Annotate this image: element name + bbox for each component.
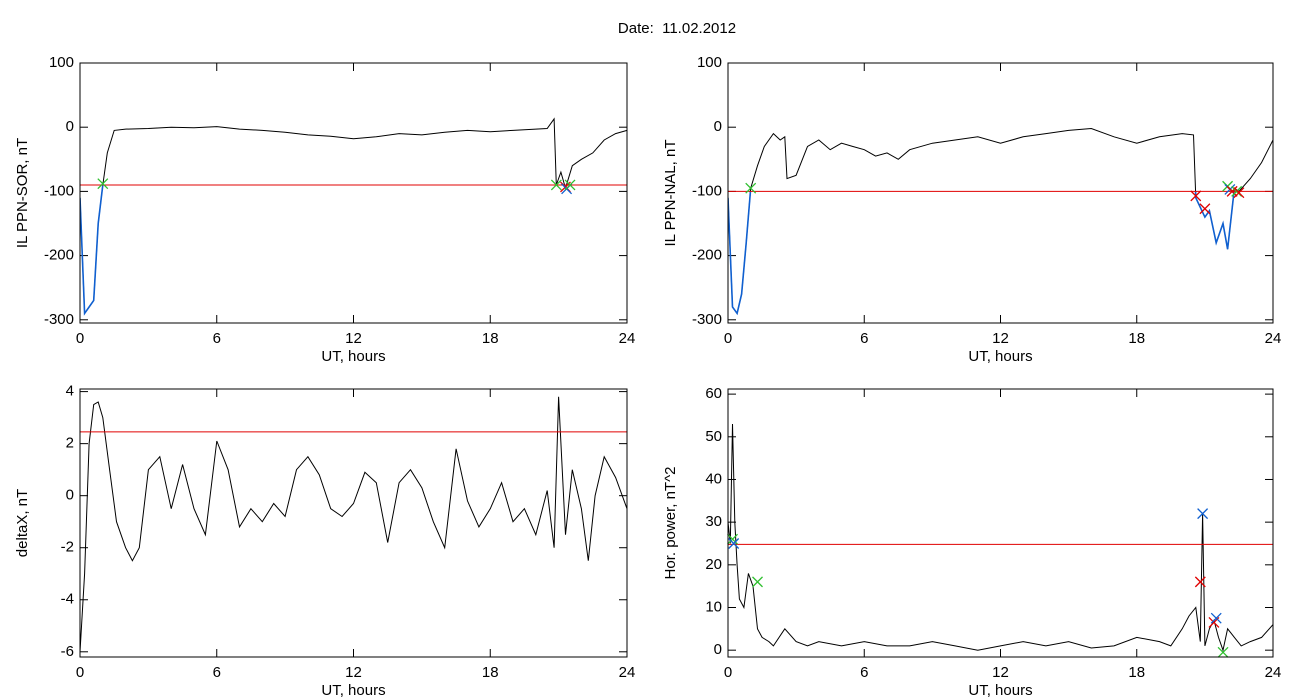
y-axis-label: deltaX, nT (14, 489, 31, 557)
x-tick-label: 12 (345, 664, 362, 681)
event-marker (752, 576, 763, 588)
x-axis-label: UT, hours (321, 682, 385, 699)
event-marker (1190, 190, 1202, 202)
x-tick-label: 6 (213, 664, 221, 681)
x-tick-label: 6 (860, 664, 868, 681)
plot-frame (79, 388, 628, 658)
event-marker (1194, 576, 1206, 588)
x-tick-label: 0 (76, 330, 84, 347)
x-tick-label: 18 (1128, 330, 1145, 347)
x-tick-label: 0 (724, 330, 732, 347)
y-tick-label: 4 (66, 383, 74, 400)
y-tick-label: -4 (61, 591, 74, 608)
event-marker (1231, 185, 1243, 197)
y-tick-label: 0 (66, 487, 74, 504)
y-tick-label: 2 (66, 435, 74, 452)
y-tick-label: -100 (44, 182, 74, 199)
plot-frame (79, 62, 628, 324)
data-line (79, 396, 628, 652)
event-marker (745, 182, 757, 194)
below-threshold-line (80, 184, 568, 316)
y-tick-label: -2 (61, 539, 74, 556)
event-marker (1233, 187, 1245, 199)
y-tick-label: 30 (705, 513, 722, 530)
plot-frame (727, 388, 1274, 658)
data-line (727, 127, 1274, 315)
x-tick-label: 0 (724, 664, 732, 681)
x-tick-label: 18 (482, 664, 499, 681)
x-tick-label: 12 (992, 664, 1009, 681)
event-marker (1199, 203, 1211, 215)
x-tick-label: 12 (992, 330, 1009, 347)
y-tick-label: 100 (697, 54, 722, 71)
y-tick-label: 40 (705, 470, 722, 487)
data-line (727, 423, 1274, 653)
y-tick-label: 10 (705, 598, 722, 615)
x-axis-label: UT, hours (968, 348, 1032, 365)
x-tick-label: 24 (619, 664, 636, 681)
y-tick-label: 100 (49, 54, 74, 71)
y-axis-label: IL PPN-NAL, nT (662, 140, 679, 247)
y-tick-label: 60 (705, 385, 722, 402)
x-tick-label: 24 (1265, 664, 1282, 681)
x-axis-label: UT, hours (321, 348, 385, 365)
below-threshold-line (728, 191, 1240, 316)
event-marker (727, 533, 739, 545)
x-tick-label: 0 (76, 664, 84, 681)
event-marker (1210, 612, 1222, 624)
figure-title: Date: 11.02.2012 (618, 20, 736, 37)
y-tick-label: 0 (714, 641, 722, 658)
x-tick-label: 24 (1265, 330, 1282, 347)
y-axis-label: IL PPN-SOR, nT (14, 138, 31, 248)
plot-frame (727, 62, 1274, 324)
event-marker (564, 179, 576, 191)
x-tick-label: 18 (1128, 664, 1145, 681)
y-tick-label: -100 (692, 182, 722, 199)
x-tick-label: 24 (619, 330, 636, 347)
data-line (79, 117, 628, 315)
y-axis-label: Hor. power, nT^2 (662, 467, 679, 580)
event-marker (1197, 508, 1209, 520)
y-tick-label: -6 (61, 643, 74, 660)
y-tick-label: 50 (705, 428, 722, 445)
y-tick-label: 0 (714, 118, 722, 135)
y-tick-label: -300 (692, 311, 722, 328)
event-marker (1217, 646, 1229, 658)
x-tick-label: 6 (213, 330, 221, 347)
event-marker (1226, 185, 1238, 197)
event-marker (550, 179, 562, 191)
x-tick-label: 18 (482, 330, 499, 347)
y-tick-label: -200 (44, 247, 74, 264)
x-tick-label: 6 (860, 330, 868, 347)
event-marker (97, 178, 109, 190)
y-tick-label: 0 (66, 118, 74, 135)
y-tick-label: -300 (44, 311, 74, 328)
y-tick-label: 20 (705, 556, 722, 573)
x-axis-label: UT, hours (968, 682, 1032, 699)
x-tick-label: 12 (345, 330, 362, 347)
event-marker (728, 538, 740, 549)
y-tick-label: -200 (692, 247, 722, 264)
